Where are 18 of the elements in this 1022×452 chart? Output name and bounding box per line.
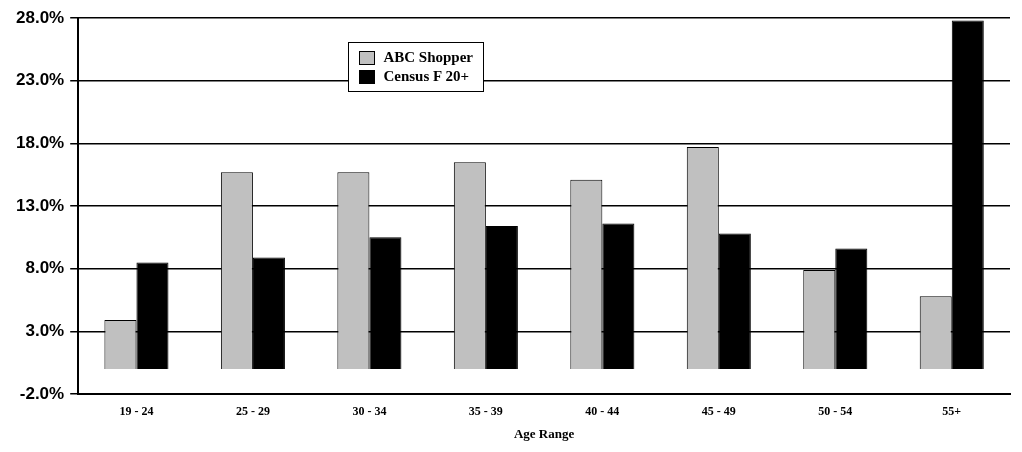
x-axis-title: Age Range: [513, 425, 575, 441]
y-tick-label: 8.0%: [25, 258, 65, 278]
legend-label: ABC Shopper: [383, 49, 474, 66]
x-tick-label: 50 - 54: [818, 404, 853, 419]
y-tick-label: 23.0%: [16, 70, 65, 90]
x-tick-label: 55+: [942, 404, 962, 419]
legend-label: Census F 20+: [383, 68, 469, 85]
y-tick-label: 3.0%: [25, 321, 65, 341]
x-tick-label: 30 - 34: [352, 404, 387, 419]
x-tick-label: 35 - 39: [468, 404, 503, 419]
y-tick-label: 13.0%: [16, 195, 65, 215]
x-tick-label: 25 - 29: [235, 404, 270, 419]
x-tick-label: 19 - 24: [119, 404, 154, 419]
y-tick-label: -2.0%: [19, 383, 65, 403]
x-tick-label: 40 - 44: [585, 404, 620, 419]
y-tick-label: 28.0%: [16, 7, 65, 27]
x-tick-label: 45 - 49: [701, 404, 736, 419]
y-tick-label: 18.0%: [16, 133, 65, 153]
